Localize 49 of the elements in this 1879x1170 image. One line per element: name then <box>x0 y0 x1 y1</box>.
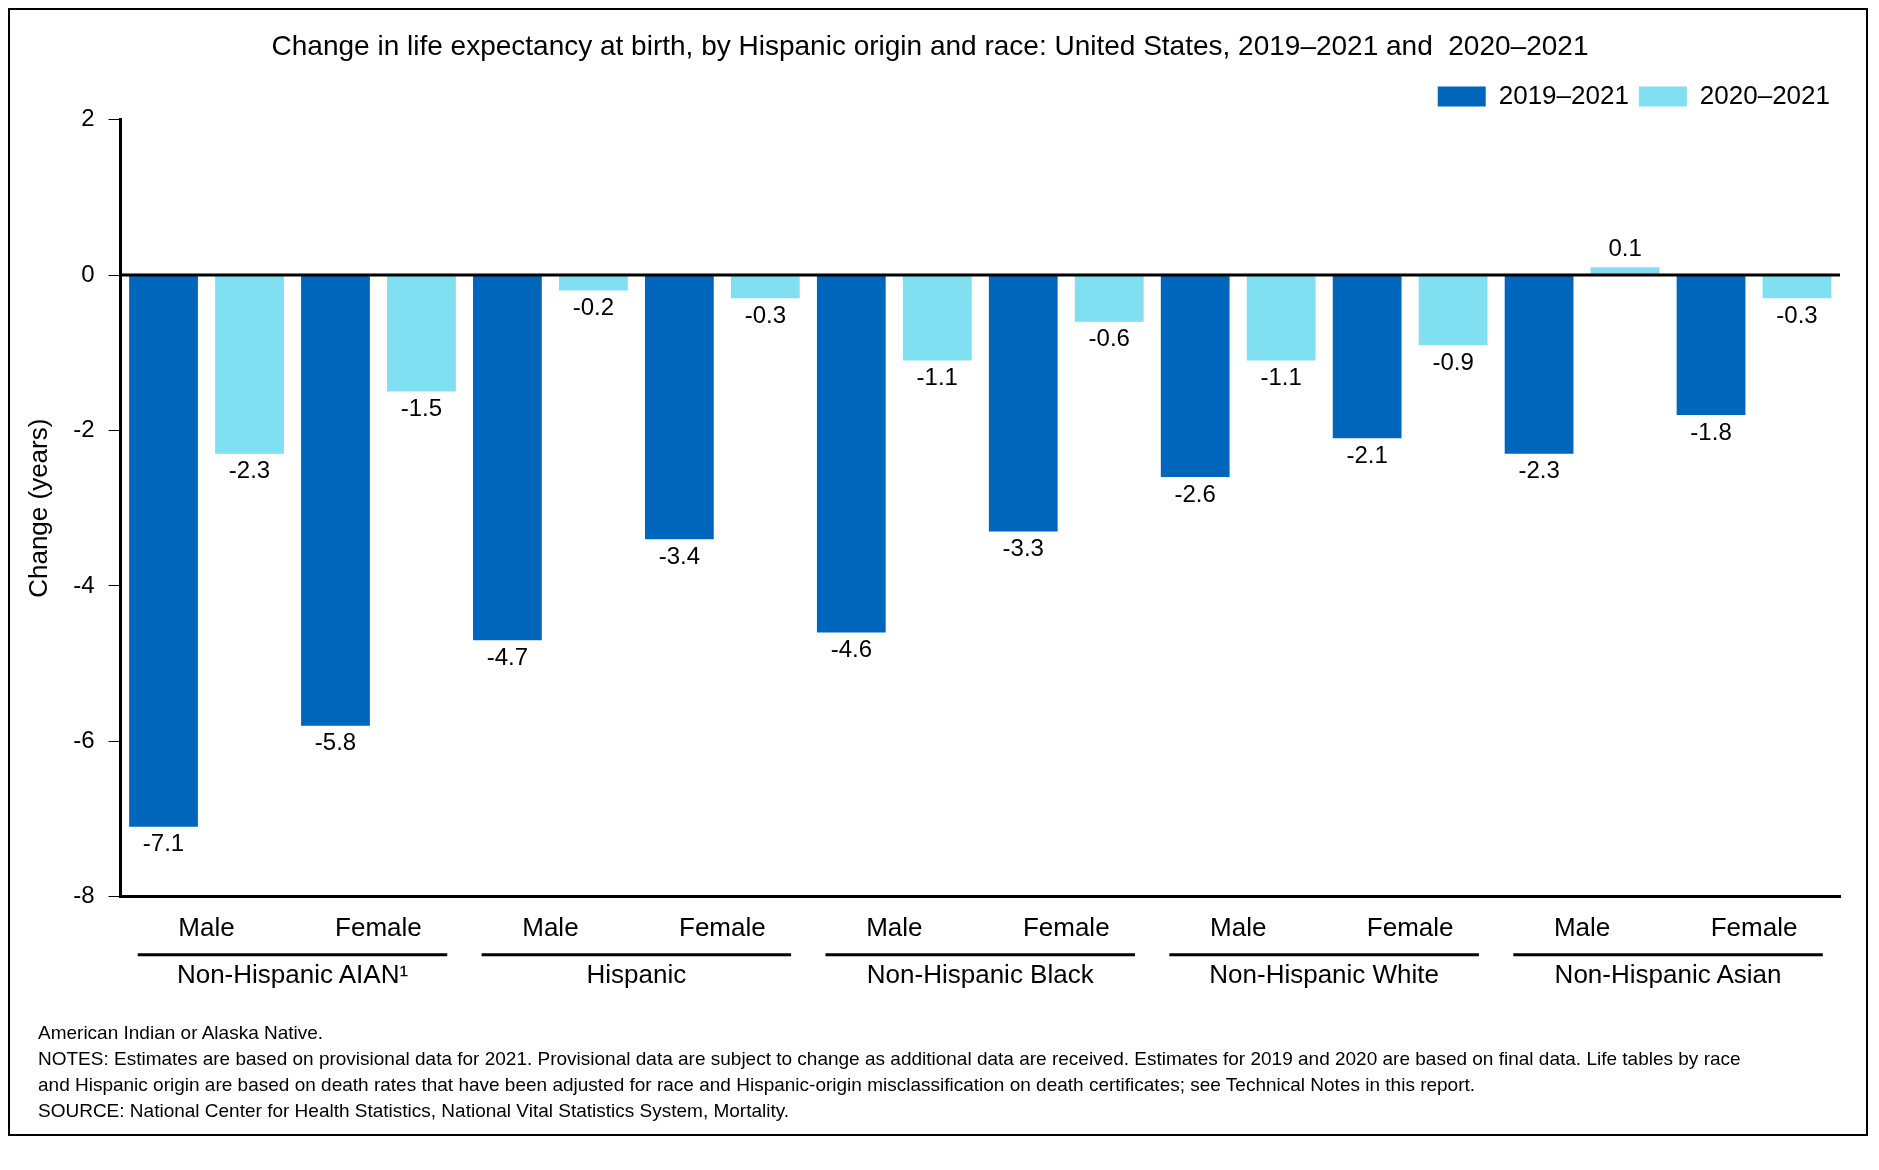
source-note: SOURCE: National Center for Health Statistics, National Vital Statistics System, Mortality. <box>38 1099 791 1123</box>
data-label: -2.1 <box>1346 440 1388 468</box>
data-label: -3.4 <box>658 541 701 569</box>
x-tick-label: Female <box>1022 911 1110 942</box>
data-label: -2.3 <box>228 456 271 484</box>
data-label: -7.1 <box>142 829 185 857</box>
data-label: -0.3 <box>744 300 787 328</box>
text: American Indian or Alaska Native. <box>38 1021 325 1045</box>
y-tick-label: 0 <box>81 259 95 287</box>
text: NOTES: Estimates are based on provisional data for 2021. Provisional data are subject to change as additional data are received. Estimates for 2019 and 2020 are based on final data. Life tables by race <box>38 1047 1742 1071</box>
data-label: -0.2 <box>572 293 615 321</box>
y-tick-label: -2 <box>73 415 95 443</box>
data-label: -2.3 <box>1518 456 1560 484</box>
y-tick-label: 2 <box>81 104 95 132</box>
legend-label: 2019–2021 <box>1498 79 1629 110</box>
data-label: -5.8 <box>314 728 357 756</box>
data-label: -3.3 <box>1002 534 1044 562</box>
chart-title: Change in life expectancy at birth, by Hispanic origin and race: United States, 2019–2021 and 2020–2021 <box>271 29 1589 61</box>
text: Non-Hispanic Black <box>866 958 1095 989</box>
x-tick-label: Female <box>1710 911 1798 942</box>
data-label: 0.1 <box>1608 233 1642 261</box>
text: and Hispanic origin are based on death rates that have been adjusted for race and Hispanic-origin misclassification on death certificates; see Technical Notes in this report. <box>38 1073 1477 1097</box>
data-label: -0.6 <box>1088 324 1130 352</box>
y-tick-label: -4 <box>73 570 95 598</box>
data-label: -1.1 <box>1260 363 1302 391</box>
data-label: -0.3 <box>1776 300 1818 328</box>
data-label: -1.1 <box>916 363 958 391</box>
text: Non-Hispanic Asian <box>1554 958 1782 989</box>
x-tick-label: Female <box>679 911 766 942</box>
x-tick-label: Male <box>1553 911 1611 942</box>
text: Non-Hispanic AIAN¹ <box>176 958 409 989</box>
data-label: -4.6 <box>830 635 872 663</box>
data-label: -1.8 <box>1690 417 1732 445</box>
y-tick-label: -6 <box>73 725 95 753</box>
y-axis-title: Change (years) <box>22 418 53 598</box>
x-tick-label: Male <box>866 911 923 942</box>
y-tick-label: -8 <box>73 881 95 909</box>
legend-label: 2020–2021 <box>1699 79 1830 110</box>
x-tick-label: Female <box>1366 911 1454 942</box>
x-tick-label: Male <box>178 911 235 942</box>
x-tick-label: Male <box>1210 911 1267 942</box>
x-tick-label: Female <box>335 911 422 942</box>
text: Hispanic <box>586 958 687 989</box>
data-label: -2.6 <box>1174 479 1216 507</box>
data-label: -1.5 <box>400 394 443 422</box>
data-label: -4.7 <box>486 642 529 670</box>
x-tick-label: Male <box>522 911 579 942</box>
text: Non-Hispanic White <box>1209 958 1440 989</box>
data-label: -0.9 <box>1432 347 1474 375</box>
